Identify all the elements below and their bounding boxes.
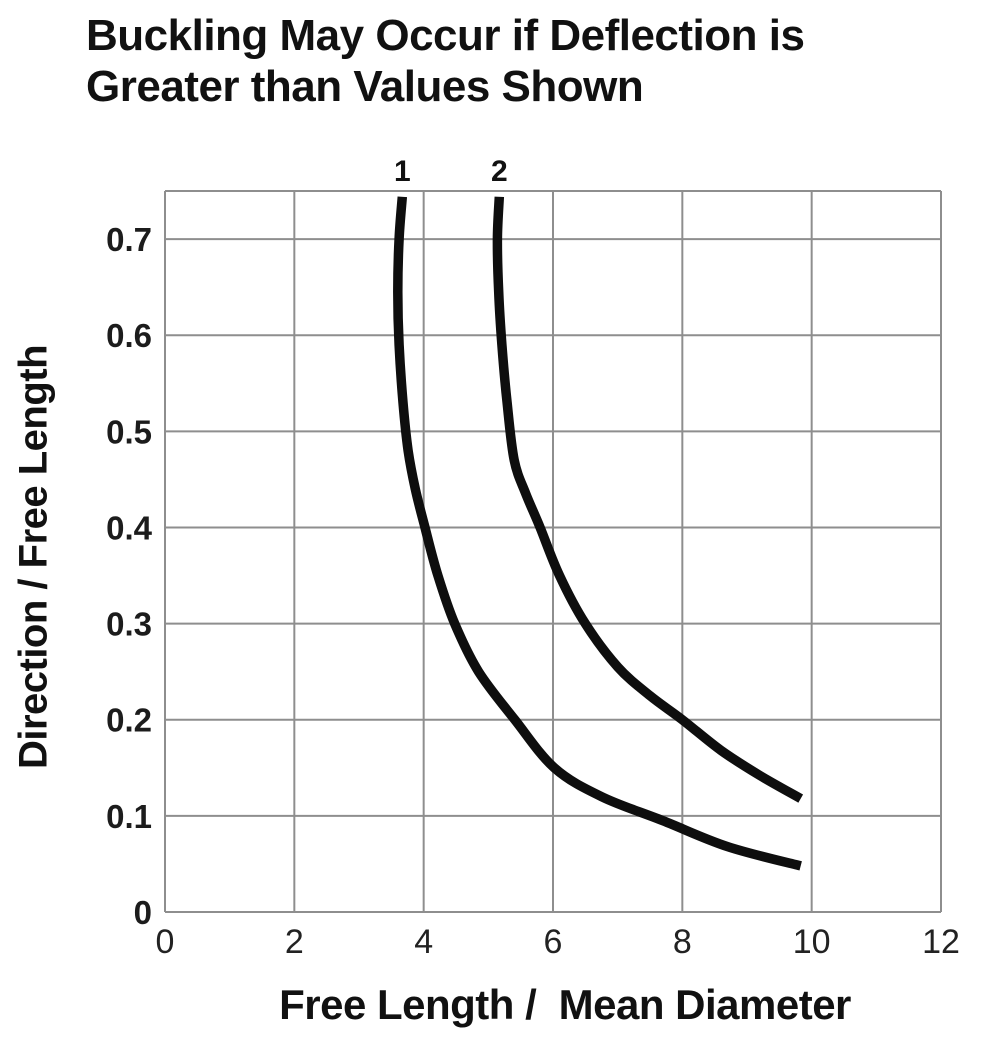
- y-axis-title: Direction / Free Length: [11, 344, 56, 770]
- curve-label-2: 2: [491, 155, 508, 188]
- curve-1: [393, 196, 802, 871]
- curve-label-1: 1: [394, 155, 411, 188]
- x-tick-label: 2: [285, 923, 304, 961]
- chart-title-line-2: Greater than Values Shown: [86, 62, 644, 111]
- x-tick-label: 8: [673, 923, 692, 961]
- y-tick-label: 0.4: [106, 509, 153, 546]
- x-tick-label: 4: [414, 923, 433, 961]
- y-tick-label: 0: [134, 894, 152, 931]
- x-axis-title: Free Length / Mean Diameter: [279, 981, 851, 1028]
- y-tick-label: 0.5: [106, 413, 152, 450]
- y-tick-label: 0.3: [106, 606, 152, 643]
- x-tick-label: 12: [922, 923, 960, 961]
- y-tick-label: 0.6: [106, 317, 152, 354]
- x-tick-label: 0: [156, 923, 175, 961]
- y-tick-label: 0.7: [106, 221, 152, 258]
- y-tick-label: 0.2: [106, 702, 152, 739]
- y-tick-label: 0.1: [106, 798, 152, 835]
- chart-title: Buckling May Occur if Deflection is Grea…: [86, 10, 805, 112]
- curve-2: [492, 196, 804, 803]
- x-tick-label: 10: [793, 923, 831, 961]
- chart-title-line-1: Buckling May Occur if Deflection is: [86, 11, 805, 60]
- x-tick-label: 6: [544, 923, 563, 961]
